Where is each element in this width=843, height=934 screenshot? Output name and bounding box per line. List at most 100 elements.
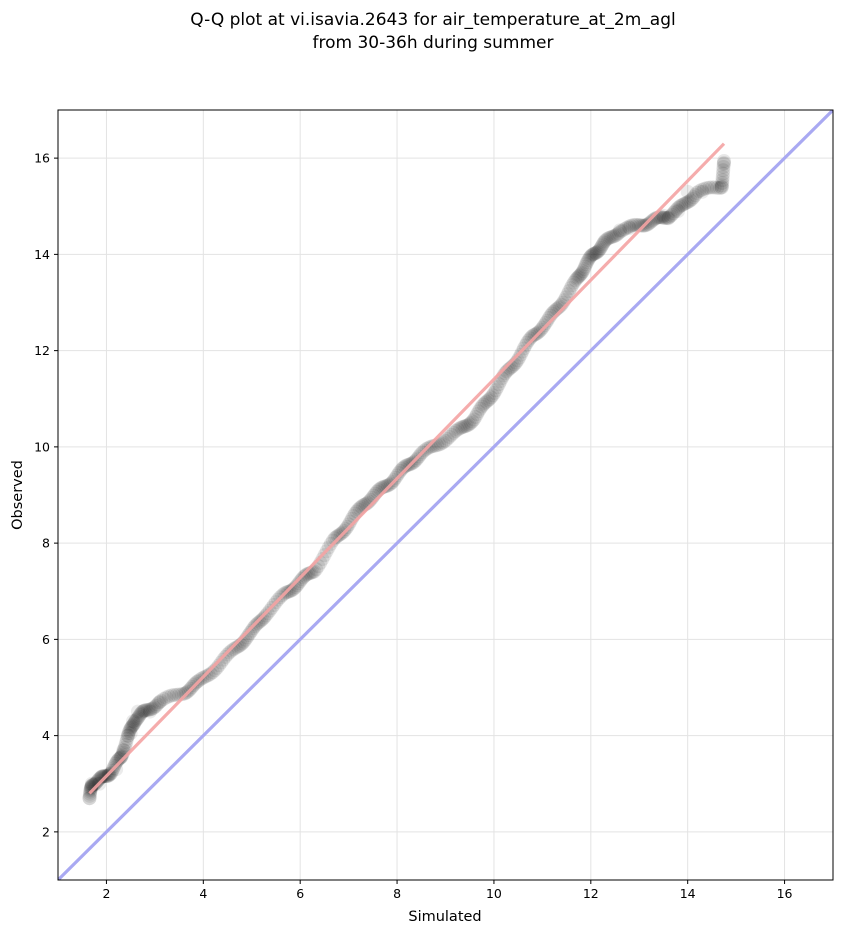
x-tick-label: 4 (199, 886, 207, 901)
qq-point (584, 248, 599, 263)
qq-point (683, 193, 698, 208)
qq-point (122, 724, 137, 739)
qq-point (83, 781, 98, 796)
qq-point (114, 749, 129, 764)
qq-point (565, 278, 580, 293)
qq-point (484, 390, 499, 405)
qq-point (440, 431, 455, 446)
qq-point (113, 750, 128, 765)
qq-point (717, 155, 732, 170)
qq-point (592, 242, 607, 257)
qq-point (448, 424, 463, 439)
qq-point (88, 776, 103, 791)
qq-point (456, 419, 471, 434)
qq-point (86, 777, 101, 792)
qq-point (444, 427, 459, 442)
qq-point (257, 610, 272, 625)
qq-point (293, 574, 308, 589)
qq-point (569, 271, 584, 286)
qq-point (613, 224, 628, 239)
qq-point (671, 200, 686, 215)
qq-point (152, 694, 167, 709)
qq-point (82, 788, 97, 803)
qq-point (218, 649, 233, 664)
qq-point (379, 479, 394, 494)
y-tick-label: 8 (42, 536, 50, 551)
qq-point (150, 697, 165, 712)
qq-point (290, 578, 305, 593)
qq-point (714, 180, 729, 195)
y-tick-label: 12 (34, 343, 50, 358)
qq-point (707, 180, 722, 195)
qq-point (595, 237, 610, 252)
qq-point (526, 328, 541, 343)
x-tick-label: 6 (296, 886, 304, 901)
qq-point (120, 728, 135, 743)
qq-point (694, 182, 709, 197)
qq-point (144, 702, 159, 717)
qq-point (538, 316, 553, 331)
qq-point (112, 751, 127, 766)
qq-point (214, 655, 229, 670)
qq-point (133, 706, 148, 721)
qq-point (671, 204, 685, 219)
qq-point (672, 199, 687, 214)
qq-point (712, 181, 727, 196)
qq-point (591, 243, 606, 258)
qq-point (343, 514, 358, 529)
qq-point (258, 608, 273, 623)
qq-point (485, 388, 500, 403)
qq-point (627, 217, 642, 232)
qq-point (252, 614, 267, 629)
qq-point (393, 463, 408, 478)
qq-point (123, 720, 138, 735)
x-tick-label: 16 (777, 886, 793, 901)
qq-point (644, 214, 659, 229)
x-tick-label: 2 (102, 886, 110, 901)
qq-point (255, 612, 270, 627)
qq-point (396, 460, 411, 475)
qq-point (580, 255, 595, 270)
qq-point (129, 712, 144, 727)
qq-point (586, 247, 601, 262)
qq-point (94, 769, 109, 784)
qq-point (286, 581, 301, 596)
qq-point (450, 422, 465, 437)
qq-point (224, 643, 239, 658)
qq-point (397, 459, 412, 474)
qq-point (524, 329, 539, 344)
qq-point (646, 213, 661, 228)
qq-point (436, 435, 451, 450)
qq-point (587, 246, 602, 261)
qq-point (142, 702, 157, 717)
qq-point (132, 708, 147, 723)
qq-point (674, 198, 689, 213)
qq-point (487, 385, 502, 400)
qq-point (135, 704, 150, 719)
qq-point (123, 726, 138, 741)
qq-point (139, 703, 154, 718)
qq-point (330, 528, 345, 543)
qq-point (715, 166, 730, 181)
qq-point (89, 774, 104, 789)
qq-point (610, 227, 625, 242)
qq-point (513, 347, 528, 362)
qq-point (716, 159, 731, 174)
qq-point (463, 415, 478, 430)
qq-point (702, 180, 717, 195)
qq-point (120, 731, 135, 746)
y-tick-label: 10 (34, 439, 50, 454)
qq-point (521, 333, 536, 348)
plot-frame (57, 109, 834, 881)
qq-point (394, 462, 409, 477)
qq-point (130, 711, 145, 726)
qq-point (125, 718, 140, 733)
plot-area (58, 110, 833, 880)
fit-line (88, 142, 726, 795)
qq-point (593, 241, 608, 256)
qq-point (442, 429, 457, 444)
qq-point (156, 692, 171, 707)
qq-point (661, 211, 676, 226)
qq-point (283, 583, 298, 598)
